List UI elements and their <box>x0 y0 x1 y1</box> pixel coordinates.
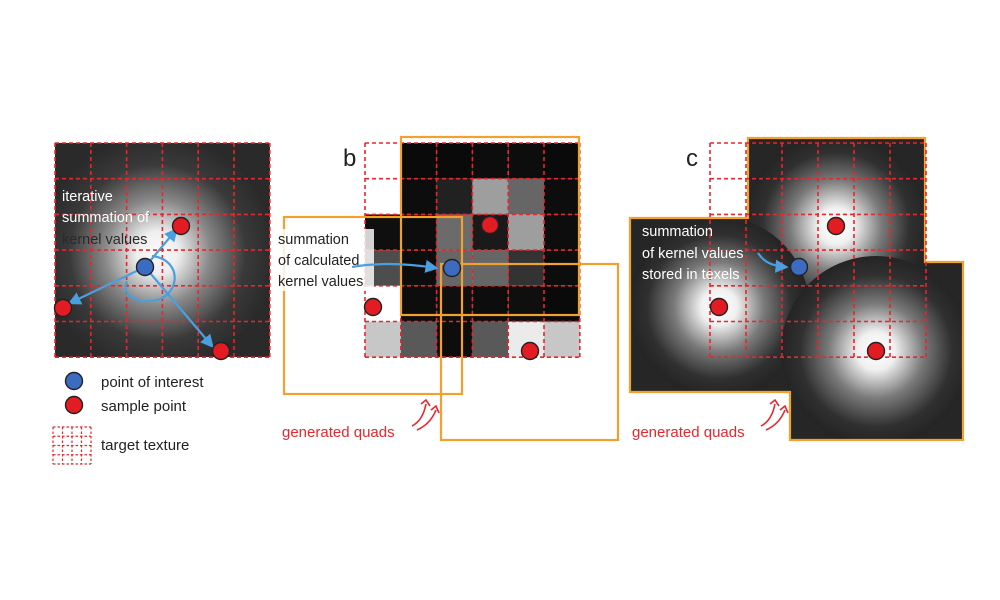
texel-cell <box>508 178 544 215</box>
panel-c-arrow <box>757 252 789 273</box>
panel-b-annotation-line3: kernel values <box>278 274 363 290</box>
legend-sample-point-label: sample point <box>101 398 187 415</box>
panel-b-annotation-line1: summation <box>278 232 349 248</box>
texel-cell <box>400 285 437 322</box>
texel-cell <box>472 250 509 286</box>
panel-c-annotation-line1: summation <box>642 224 713 240</box>
texel-cell <box>472 143 509 179</box>
legend-point-of-interest-label: point of interest <box>101 374 204 391</box>
panel-b-quad-2 <box>282 215 464 396</box>
texel-cell <box>436 214 473 251</box>
texel-cell <box>400 321 437 358</box>
texel-cell <box>544 214 580 251</box>
panel-b-quads-label: generated quads <box>282 424 395 441</box>
panel-c-sample-point-3 <box>866 341 886 361</box>
texel-cell <box>544 250 580 286</box>
texel-cell <box>472 285 509 322</box>
panel-b-quad-1 <box>399 135 581 317</box>
panel-b-arrow <box>351 259 439 273</box>
panel-a: a iterative summation of kernel values <box>30 128 300 380</box>
iteration-arc <box>124 254 176 303</box>
texel-cell <box>508 214 544 251</box>
panel-b-sample-point-1 <box>480 215 500 235</box>
panel-c: c summation of kernel values stored in t… <box>628 136 965 442</box>
panel-c-letter: c <box>686 145 698 172</box>
texel-cell <box>365 321 401 358</box>
texel-cell <box>436 321 473 358</box>
legend: point of interest sample point target te… <box>52 371 204 465</box>
arrow-to-sample-left <box>67 266 146 305</box>
panel-a-annotation-line2: summation of <box>62 210 150 226</box>
texel-cell <box>544 321 580 358</box>
texel-cell <box>508 143 544 179</box>
panel-c-point-of-interest <box>789 257 809 277</box>
arrow-to-sample-bottom <box>144 266 214 349</box>
legend-point-of-interest-icon <box>64 371 84 391</box>
panel-b-sample-point-3 <box>520 341 540 361</box>
panel-c-quads-outline <box>628 136 965 442</box>
panel-a-sample-point-top <box>171 216 191 236</box>
texel-cell <box>472 321 509 358</box>
texel-cell <box>544 143 580 179</box>
texel-cell <box>544 285 580 322</box>
panel-c-accumulated-texels <box>630 138 963 440</box>
panel-a-annotation-line3: kernel values <box>62 232 147 248</box>
texel-cell <box>400 178 437 215</box>
panel-a-point-of-interest <box>135 257 155 277</box>
panel-a-annotation-line1: iterative <box>62 189 113 205</box>
panel-b-point-of-interest <box>442 258 462 278</box>
panel-c-sample-point-2 <box>709 297 729 317</box>
texel-cell <box>508 285 544 322</box>
panel-b-quad-3 <box>439 262 620 442</box>
panel-b-annotation: summation of calculated kernel values <box>278 232 363 290</box>
texel-cell <box>400 214 437 251</box>
texel-cell <box>436 178 473 215</box>
panel-c-sample-point-1 <box>826 216 846 236</box>
panel-c-annotation-line3: stored in texels <box>642 267 740 283</box>
panel-b-annotation-line2: of calculated <box>278 253 359 269</box>
panel-a-sample-point-left <box>53 298 73 318</box>
panel-c-quads-pointer-icon <box>760 398 789 431</box>
panel-b-letter: b <box>343 145 356 172</box>
legend-target-texture-label: target texture <box>101 437 189 454</box>
legend-sample-point-icon <box>64 395 84 415</box>
texel-cell <box>436 143 473 179</box>
panel-c-annotation: summation of kernel values stored in tex… <box>642 224 744 283</box>
panel-b-sample-point-2 <box>363 297 383 317</box>
panel-a-sample-point-bottom <box>211 341 231 361</box>
texel-cell <box>400 143 437 179</box>
legend-target-texture-icon <box>52 426 92 465</box>
texel-cell <box>365 178 401 215</box>
texel-cell <box>508 250 544 286</box>
texel-cell <box>544 178 580 215</box>
panel-a-target-grid <box>54 142 271 359</box>
texel-cell <box>472 178 509 215</box>
panel-a-annotation: iterative summation of kernel values <box>62 189 150 248</box>
panel-c-target-grid <box>709 142 927 359</box>
panel-b-generated-quads <box>282 135 620 442</box>
panel-c-annotation-line2: of kernel values <box>642 246 744 262</box>
panel-b-quads-pointer-icon <box>411 398 440 431</box>
texel-cell <box>365 143 401 179</box>
panel-b: b summation of calculated kernel values … <box>274 135 620 442</box>
panel-c-quads-label: generated quads <box>632 424 745 441</box>
